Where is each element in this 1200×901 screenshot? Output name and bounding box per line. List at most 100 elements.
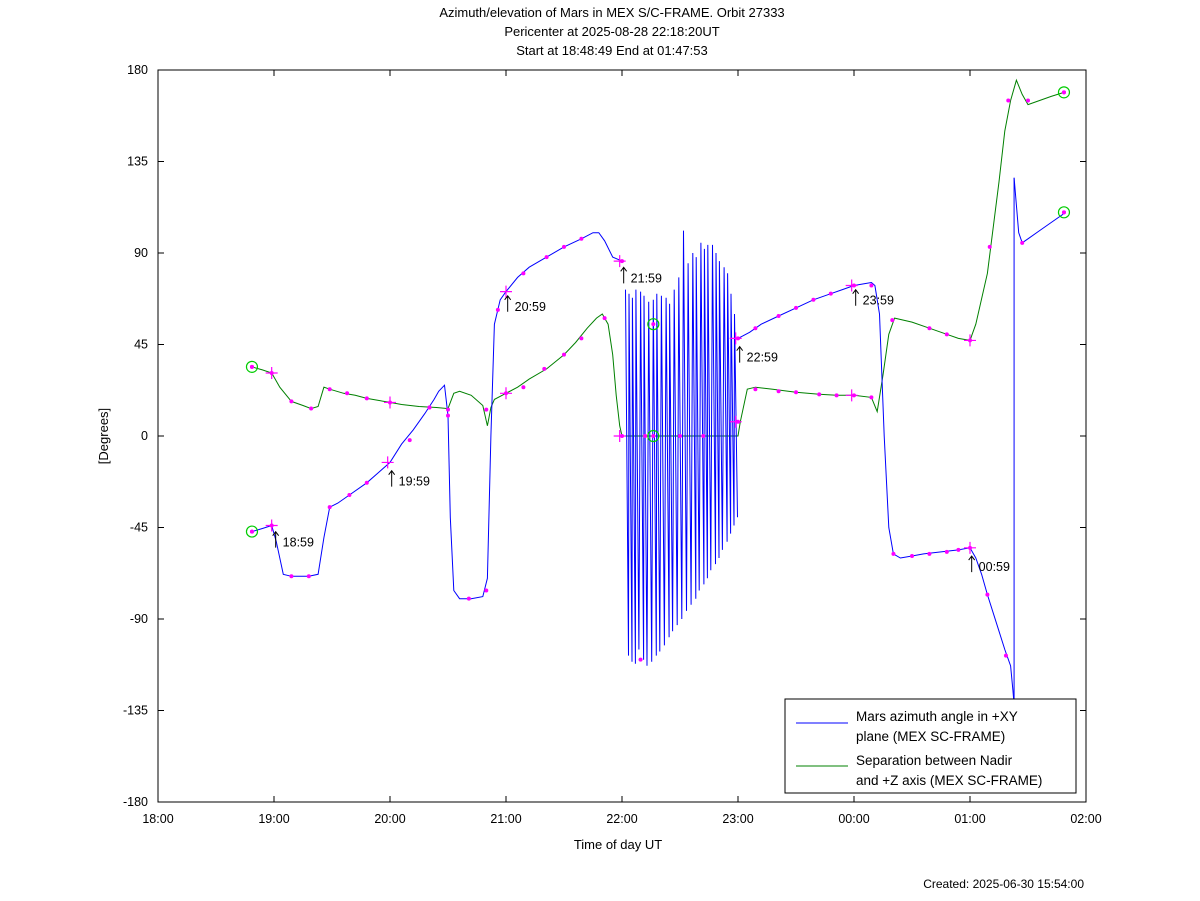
legend-label-separation-line-2: and +Z axis (MEX SC-FRAME) [856,773,1042,788]
sample-marker-47 [484,407,489,412]
sample-marker-50 [542,366,547,371]
x-axis-ticks: 18:00 19:00 20:00 21:00 22:00 23:00 00:00 01:00… [142,70,1102,826]
sample-marker-16 [579,236,584,241]
annotation-arrow-5 [852,288,860,306]
sample-marker-66 [890,318,895,323]
start-end-dot-4 [1061,90,1066,95]
sample-marker-18 [638,657,643,662]
annotations-layer: 18:59 19:59 20:59 21:59 22:59 23:59 00:59 [272,266,1010,574]
sample-marker-3 [306,574,311,579]
start-end-circle-marker-3 [647,429,660,443]
sample-marker-65 [869,395,874,400]
annotation-arrow-0 [272,530,280,548]
series-azimuth-line [251,232,623,600]
annotation-label-0: 18:59 [283,536,314,550]
sample-marker-28 [910,553,914,558]
sample-marker-41 [327,387,332,392]
y-tick-label-5: -45 [130,521,148,535]
hour-plus-marker-13 [964,334,976,347]
sample-marker-7 [407,438,412,443]
x-tick-label-7: 01:00 [954,812,985,826]
sample-marker-62 [817,392,822,397]
sample-marker-22 [794,305,798,310]
series-azimuth-segment-0 [737,281,1015,705]
series-layer [251,78,1065,705]
annotation-arrow-6 [968,555,976,573]
legend-box [784,698,1077,794]
sample-marker-51 [562,352,566,357]
annotation-arrow-3 [620,266,628,284]
sample-marker-13 [521,271,526,276]
start-end-circle-marker-0 [245,360,259,373]
markers-layer [245,86,1071,662]
sample-marker-27 [891,551,896,556]
hour-plus-marker-2 [381,456,394,469]
hour-plus-marker-0 [265,366,278,379]
sample-marker-15 [562,244,566,249]
start-end-circle-marker-1 [245,525,259,538]
y-tick-label-8: -180 [123,795,148,809]
chart-title-line-3: Start at 18:48:49 End at 01:47:53 [516,43,708,58]
annotation-label-6: 00:59 [979,560,1010,574]
sample-marker-26 [869,283,874,288]
sample-marker-53 [602,316,607,321]
annotation-label-1: 19:59 [399,475,430,489]
created-timestamp: Created: 2025-06-30 15:54:00 [923,877,1084,891]
hour-plus-marker-3 [384,396,396,409]
sample-marker-60 [776,389,781,394]
legend-label-azimuth-line-1: Mars azimuth angle in +XY [856,709,1018,724]
start-end-dot-5 [1061,210,1066,215]
annotation-label-2: 20:59 [515,300,546,314]
start-end-dot-1 [249,529,254,534]
sample-marker-24 [828,291,833,296]
start-end-circle-marker-4 [1057,86,1071,99]
sample-marker-63 [834,393,839,398]
x-tick-label-5: 23:00 [722,812,753,826]
sample-marker-56 [678,434,682,438]
sample-marker-2 [289,574,294,579]
sample-marker-35 [1020,240,1025,245]
sample-marker-21 [776,314,781,319]
sample-marker-42 [345,391,350,396]
chart-title-block: Azimuth/elevation of Mars in MEX S/C-FRA… [439,5,784,58]
sample-marker-12 [495,307,500,312]
start-end-dot-3 [651,434,656,438]
annotation-label-3: 21:59 [631,271,662,285]
y-axis-ticks: 180 135 90 45 0 -45 -90 -135 -180 [123,63,1086,809]
sample-marker-11 [484,588,489,593]
sample-marker-39 [289,399,294,404]
sample-marker-70 [987,244,992,249]
sample-marker-29 [927,551,932,556]
sample-marker-45 [427,405,432,410]
y-tick-label-7: -135 [123,704,148,718]
chart-title-line-1: Azimuth/elevation of Mars in MEX S/C-FRA… [439,5,784,20]
legend: Mars azimuth angle in +XY plane (MEX SC-… [784,698,1077,794]
y-tick-label-6: -90 [130,612,148,626]
x-tick-label-2: 20:00 [374,812,405,826]
start-end-circle-marker-5 [1057,206,1071,219]
hour-plus-marker-8 [729,332,742,345]
sample-marker-23 [811,297,816,302]
sample-marker-46 [446,407,450,412]
hour-plus-marker-12 [964,541,976,554]
hour-plus-marker-10 [845,279,858,292]
annotation-arrow-4 [736,345,744,363]
sample-marker-14 [544,255,549,260]
x-tick-label-0: 18:00 [142,812,173,826]
sample-marker-31 [956,547,961,552]
annotation-arrow-1 [388,469,396,487]
y-axis-label: [Degrees] [96,408,111,464]
chart-title-line-2: Pericenter at 2025-08-28 22:18:20UT [504,24,719,39]
hour-plus-marker-4 [500,285,512,298]
hour-plus-marker-11 [845,389,858,402]
sample-marker-20 [753,326,758,331]
x-tick-label-3: 21:00 [490,812,521,826]
sample-marker-43 [364,396,369,401]
legend-label-azimuth-line-2: plane (MEX SC-FRAME) [856,729,1005,744]
sample-marker-67 [927,326,932,331]
sample-marker-49 [521,385,526,390]
sample-marker-6 [364,480,369,485]
legend-label-separation-line-1: Separation between Nadir [856,753,1013,768]
sample-marker-10 [466,596,471,601]
